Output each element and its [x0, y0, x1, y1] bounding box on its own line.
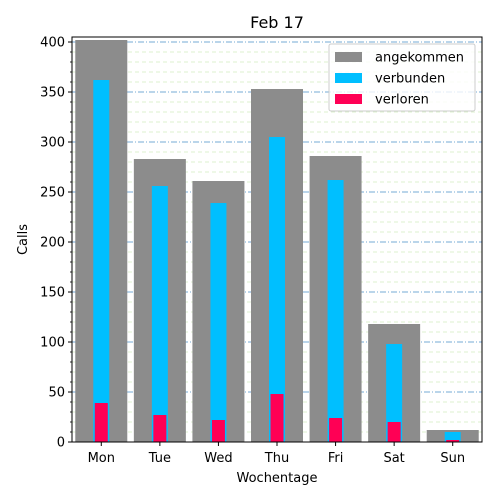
x-tick-label-fri: Fri: [328, 451, 344, 466]
y-tick-label: 100: [40, 336, 65, 351]
axes-layer: 0 50 100 150 200 250 300 350 400 Mon Tue Wed Thu Fri S…: [40, 36, 465, 467]
legend-swatch-angekommen: [335, 52, 362, 62]
y-tick-label: 0: [57, 436, 65, 451]
legend-swatch-verbunden: [335, 73, 362, 83]
legend-label-angekommen: angekommen: [375, 51, 464, 66]
bar-verbunden-fri: [327, 180, 344, 442]
bar-verloren-wed: [211, 420, 225, 442]
bar-verbunden-thu: [269, 137, 285, 442]
bar-verbunden-mon: [93, 80, 110, 442]
bar-verloren-sat: [387, 422, 401, 442]
legend-box: [328, 43, 476, 112]
bar-verloren-fri: [329, 418, 343, 442]
x-tick-label-tue: Tue: [148, 451, 171, 466]
bar-verloren-tue: [153, 415, 167, 442]
y-tick-label: 250: [40, 186, 65, 201]
bar-verbunden-sun: [444, 432, 461, 442]
legend-label-verloren: verloren: [375, 93, 429, 108]
bar-verloren-mon: [94, 403, 108, 442]
y-tick-label: 350: [40, 86, 65, 101]
chart-title: Feb 17: [250, 13, 304, 32]
bars-layer: [75, 40, 479, 442]
bar-verloren-thu: [270, 394, 284, 442]
x-tick-label-mon: Mon: [88, 451, 115, 466]
x-tick-label-sun: Sun: [440, 451, 465, 466]
bar-verbunden-wed: [210, 203, 227, 442]
legend: angekommen verbunden verloren: [328, 43, 476, 112]
y-tick-label: 50: [48, 386, 65, 401]
y-axis-title: Calls: [16, 224, 31, 255]
x-tick-label-wed: Wed: [204, 451, 232, 466]
x-tick-label-thu: Thu: [264, 451, 289, 466]
bar-verloren-sun: [446, 440, 460, 442]
y-tick-label: 150: [40, 286, 65, 301]
y-tick-label: 200: [40, 236, 65, 251]
legend-swatch-verloren: [335, 94, 362, 104]
legend-label-verbunden: verbunden: [375, 72, 445, 87]
x-tick-label-sat: Sat: [383, 451, 404, 466]
bar-verbunden-sat: [386, 344, 403, 442]
y-tick-label: 300: [40, 136, 65, 151]
bar-verbunden-tue: [151, 186, 168, 442]
y-tick-label: 400: [40, 36, 65, 51]
x-axis-title: Wochentage: [237, 471, 318, 486]
